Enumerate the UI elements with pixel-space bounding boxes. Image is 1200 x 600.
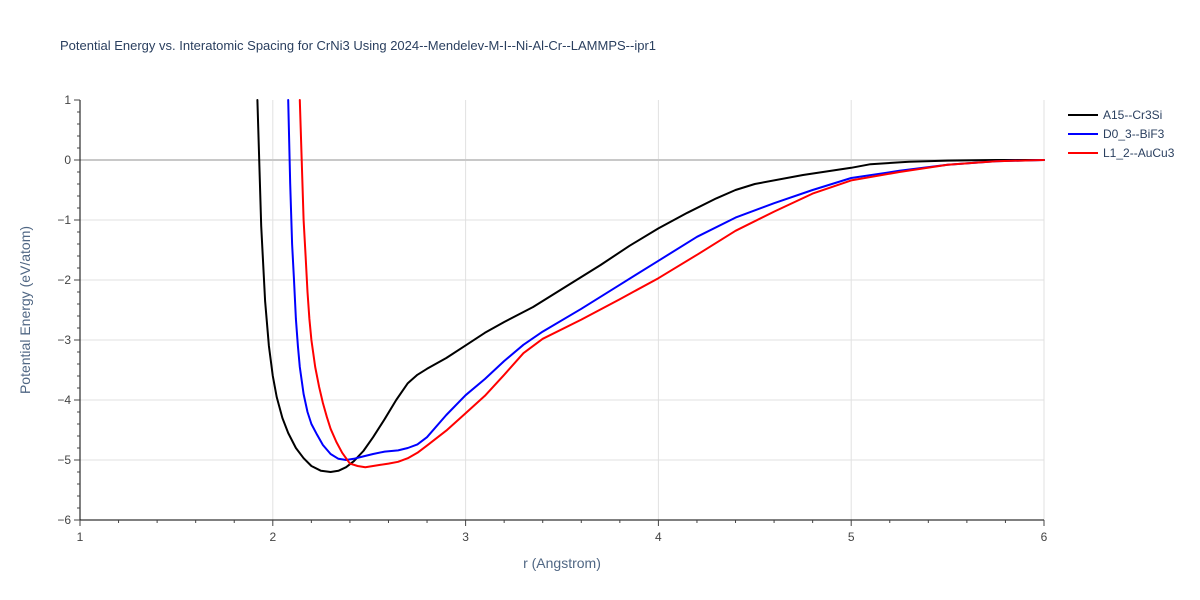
legend[interactable]: A15--Cr3Si D0_3--BiF3 L1_2--AuCu3 [1068,108,1175,160]
grid-lines [80,100,1045,520]
series-line-1 [256,99,1045,473]
series-lines [256,99,1045,473]
legend-label: L1_2--AuCu3 [1103,146,1175,160]
chart-title: Potential Energy vs. Interatomic Spacing… [60,38,656,53]
x-tick-label: 3 [462,530,469,544]
x-tick-label: 5 [848,530,855,544]
x-tick-label: 6 [1041,530,1048,544]
legend-item-3[interactable]: L1_2--AuCu3 [1068,146,1175,160]
legend-item-2[interactable]: D0_3--BiF3 [1068,127,1165,141]
y-tick-label: −1 [57,213,71,227]
series-line-2 [287,99,1045,461]
y-tick-label: −2 [57,273,71,287]
legend-label: A15--Cr3Si [1103,108,1162,122]
series-line-3 [298,99,1045,469]
y-tick-label: −5 [57,453,71,467]
y-tick-label: −6 [57,513,71,527]
axes [74,99,1045,526]
y-tick-label: 1 [64,93,71,107]
x-axis-title: r (Angstrom) [523,555,601,571]
y-tick-label: −4 [57,393,71,407]
x-tick-label: 4 [655,530,662,544]
x-tick-label: 1 [77,530,84,544]
legend-label: D0_3--BiF3 [1103,127,1165,141]
x-tick-label: 2 [269,530,276,544]
y-tick-labels: 1 0 −1 −2 −3 −4 −5 −6 [57,93,71,527]
y-axis-title: Potential Energy (eV/atom) [17,226,33,394]
y-tick-label: 0 [64,153,71,167]
x-tick-labels: 1 2 3 4 5 6 [77,530,1048,544]
y-tick-label: −3 [57,333,71,347]
legend-item-1[interactable]: A15--Cr3Si [1068,108,1162,122]
